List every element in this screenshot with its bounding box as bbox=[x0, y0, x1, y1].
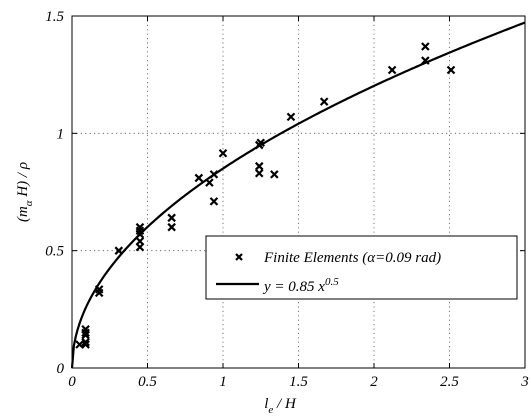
x-tick-label: 2 bbox=[370, 374, 378, 390]
data-point-x-marker bbox=[135, 237, 145, 246]
data-point-x-marker bbox=[81, 325, 90, 334]
data-point-x-marker bbox=[254, 168, 264, 178]
data-point-x-marker bbox=[270, 170, 279, 179]
data-point-x-marker bbox=[421, 56, 430, 65]
data-point-x-marker bbox=[81, 337, 90, 347]
legend: Finite Elements (α=0.09 rad) y = 0.85 x0… bbox=[205, 235, 518, 300]
legend-marker-finite-elements bbox=[235, 253, 243, 261]
data-point-x-marker bbox=[319, 97, 329, 106]
data-point-x-marker bbox=[114, 246, 124, 255]
legend-label-finite-elements: Finite Elements (α=0.09 rad) bbox=[263, 250, 441, 266]
data-point-x-marker bbox=[254, 161, 264, 171]
grid-lines bbox=[72, 16, 525, 368]
data-point-x-marker bbox=[94, 285, 104, 294]
x-tick-label: 1.5 bbox=[289, 374, 308, 390]
data-point-x-marker bbox=[167, 222, 176, 232]
data-point-x-marker bbox=[218, 149, 228, 158]
legend-label-fit: y = 0.85 x0.5 bbox=[262, 276, 339, 295]
data-point-x-marker bbox=[205, 178, 214, 187]
fit-curve-line bbox=[70, 21, 526, 369]
data-point-x-marker bbox=[446, 65, 456, 75]
data-point-x-marker bbox=[81, 340, 90, 349]
x-tick-label: 0.5 bbox=[138, 374, 157, 390]
data-point-x-marker bbox=[135, 222, 145, 232]
x-tick-labels: 0 0.5 1 1.5 2 2.5 3 bbox=[68, 374, 529, 390]
y-tick-labels: 0 0.5 1 1.5 bbox=[45, 9, 64, 377]
y-tick-label: 0 bbox=[57, 361, 65, 377]
y-tick-label: 1 bbox=[57, 126, 65, 142]
data-point-x-marker bbox=[194, 173, 204, 183]
data-point-x-marker bbox=[167, 213, 176, 223]
y-tick-label: 0.5 bbox=[45, 244, 64, 260]
data-point-x-marker bbox=[209, 170, 219, 179]
data-point-x-marker bbox=[421, 42, 430, 51]
x-tick-label: 2.5 bbox=[440, 374, 459, 390]
legend-box bbox=[205, 235, 518, 300]
data-point-x-marker bbox=[256, 138, 266, 147]
data-points bbox=[75, 42, 456, 349]
fit-curve-layer bbox=[70, 21, 526, 369]
y-tick-label: 1.5 bbox=[45, 9, 64, 25]
x-tick-label: 1 bbox=[219, 374, 227, 390]
data-point-x-marker bbox=[209, 197, 219, 206]
data-point-x-marker bbox=[387, 65, 397, 75]
x-axis-label: le / H bbox=[264, 396, 297, 416]
x-tick-label: 3 bbox=[520, 374, 529, 390]
x-tick-label: 0 bbox=[68, 374, 76, 390]
y-axis-label: (mα H) / ρ bbox=[15, 162, 35, 222]
data-point-x-marker bbox=[286, 112, 296, 122]
axis-ticks bbox=[71, 15, 526, 369]
